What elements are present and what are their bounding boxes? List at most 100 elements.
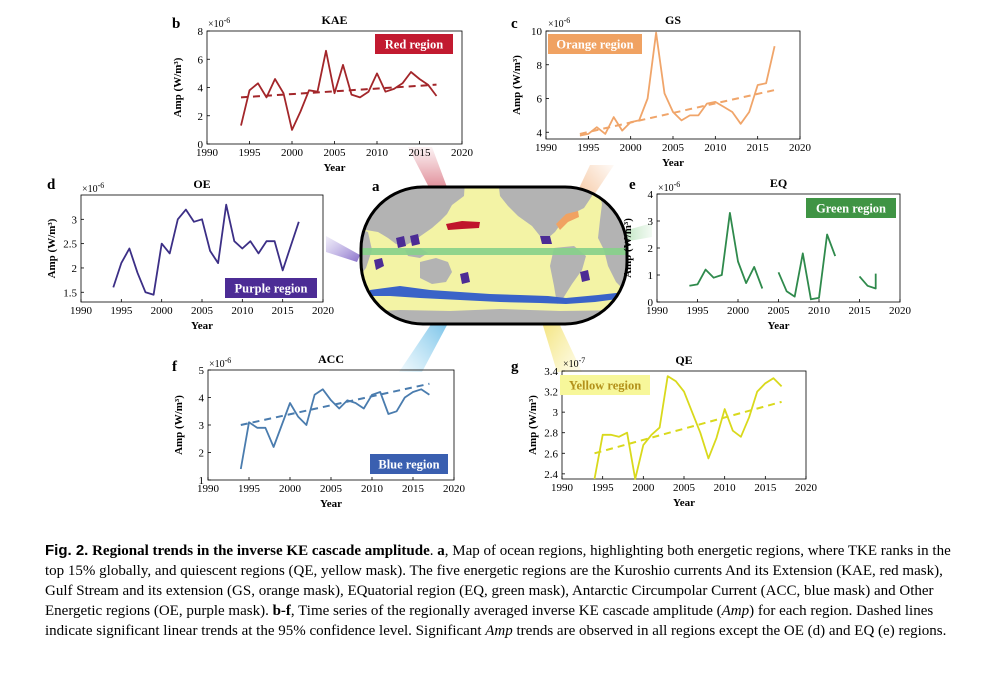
chart-b-exponent-power: -6 [224, 16, 231, 25]
map-frame [359, 185, 629, 326]
chart-e-ytick-label: 2 [648, 243, 654, 255]
chart-e-xtick-label: 1995 [687, 305, 710, 317]
chart-g-xtick-label: 1990 [551, 482, 574, 494]
chart-e-xtick-label: 2020 [889, 305, 912, 317]
caption-a-label: a [437, 543, 445, 559]
chart-f-ytick-label: 3 [199, 420, 205, 432]
chart-d-xlabel: Year [191, 320, 213, 332]
chart-d-ytick-label: 3 [72, 214, 78, 226]
chart-c-ytick-label: 8 [537, 60, 543, 72]
chart-b-ytick-label: 8 [198, 26, 204, 38]
chart-c-ytick-label: 6 [537, 94, 543, 106]
chart-c-xtick-label: 2010 [704, 142, 727, 154]
chart-e-badge-bg [806, 198, 896, 218]
chart-f-badge-bg [370, 454, 448, 474]
chart-f-ytick-label: 1 [199, 475, 205, 487]
chart-f-xtick-label: 2015 [402, 483, 425, 495]
chart-f-ytick-label: 2 [199, 448, 205, 460]
map-land-australia [420, 258, 452, 284]
chart-c-panel: 1990 1995 2000 2005 2010 2015 2020 4 6 8 10 c GS ×10-… [511, 13, 812, 169]
map-region-oe-4 [460, 272, 470, 284]
chart-c-trend-line [579, 89, 775, 135]
chart-e-exponent-power: -6 [674, 180, 681, 189]
ocean-regions-map: a [359, 179, 629, 326]
chart-f-xtick-label: 1995 [238, 483, 261, 495]
chart-b-exponent: ×10-6 [208, 16, 230, 30]
chart-e-panel-letter: e [629, 177, 636, 193]
chart-c-title: GS [665, 13, 681, 27]
map-panel-letter: a [372, 179, 380, 195]
chart-e-ytick-label: 0 [648, 297, 654, 309]
chart-f-xtick-label: 1990 [197, 483, 220, 495]
map-region-acc [370, 286, 625, 304]
chart-b-title: KAE [321, 13, 347, 27]
chart-f-xtick-label: 2005 [320, 483, 343, 495]
chart-c-ytick-label: 4 [537, 127, 543, 139]
caption-a-text: , Map of ocean regions, highlighting bot… [45, 543, 951, 619]
figure-caption: Fig. 2. Regional trends in the inverse K… [45, 542, 951, 639]
chart-d-xtick-label: 1990 [70, 305, 93, 317]
chart-g-title: QE [675, 353, 692, 367]
chart-c-xtick-label: 2015 [747, 142, 770, 154]
chart-c-xtick-label: 2020 [789, 142, 812, 154]
chart-d-xtick-label: 2010 [231, 305, 254, 317]
chart-g-xtick-label: 2015 [754, 482, 777, 494]
chart-b-ytick-label: 4 [198, 83, 204, 95]
chart-d-ytick-label: 2 [72, 263, 78, 275]
chart-g-ytick-label: 2.4 [544, 469, 558, 481]
caption-bf-text1: , Time series of the regionally averaged… [290, 603, 722, 619]
map-region-oe-3 [410, 234, 420, 246]
chart-c-series-line [579, 31, 776, 137]
chart-d-xtick-label: 2005 [191, 305, 214, 317]
chart-f-xtick-label: 2000 [279, 483, 302, 495]
caption-bf-text3: trends are observed in all regions excep… [516, 623, 947, 639]
chart-d-xtick-label: 2015 [272, 305, 295, 317]
chart-b-ylabel: Amp (W/m³) [172, 57, 184, 117]
caption-amp: Amp [721, 603, 750, 619]
chart-c-badge-label: Orange region [556, 38, 633, 52]
chart-b-ytick-label: 2 [198, 111, 204, 123]
chart-g-xlabel: Year [673, 497, 695, 509]
chart-e-panel: 1990 1995 2000 2005 2010 2015 2020 0 1 2 3 4e EQ ×10-… [622, 176, 912, 332]
chart-g-panel-letter: g [511, 359, 519, 375]
map-region-oe-2 [374, 258, 384, 270]
map-region-oe-5 [540, 236, 552, 244]
chart-g-panel: 1990 1995 2000 2005 2010 2015 2020 2.4 2.6 2.8 3 3.… [511, 353, 818, 509]
caption-title: Regional trends in the inverse KE cascad… [92, 543, 430, 559]
chart-b-xtick-label: 2015 [409, 147, 432, 159]
chart-d-series-line [112, 203, 300, 296]
figure: a [46, 13, 912, 510]
map-region-oe-6 [580, 270, 590, 282]
chart-g-ytick-label: 3.4 [544, 366, 558, 378]
chart-g-badge-bg [560, 375, 650, 395]
chart-c-xtick-label: 2000 [620, 142, 643, 154]
chart-e-xtick-label: 1990 [646, 305, 669, 317]
chart-g-xtick-label: 2005 [673, 482, 696, 494]
chart-b-ytick-label: 6 [198, 54, 204, 66]
chart-e-xtick-label: 2000 [727, 305, 750, 317]
chart-f-badge-label: Blue region [378, 458, 439, 472]
chart-e-series-line [777, 233, 837, 301]
chart-f-xlabel: Year [320, 498, 342, 510]
chart-b-ytick-label: 0 [198, 139, 204, 151]
map-land-antarctica [361, 309, 627, 324]
chart-f-ytick-label: 5 [199, 365, 205, 377]
chart-g-xtick-label: 1995 [592, 482, 615, 494]
chart-c-ytick-label: 10 [531, 26, 543, 38]
chart-f-xtick-label: 2020 [443, 483, 466, 495]
map-region-oe-1 [396, 236, 406, 248]
chart-c-xlabel: Year [662, 157, 684, 169]
chart-g-ytick-label: 3 [553, 407, 559, 419]
chart-f-title: ACC [318, 352, 344, 366]
chart-b-trend-line [240, 83, 437, 99]
chart-b-panel: 1990 1995 2000 2005 2010 2015 2020 0 2 4 6 8 b KAE ×10… [172, 13, 474, 174]
chart-f-exponent: ×10-6 [209, 356, 231, 370]
chart-b-xtick-label: 2000 [281, 147, 304, 159]
chart-b-xtick-label: 1995 [239, 147, 262, 159]
map-land-north-america [498, 187, 592, 238]
chart-e-ytick-label: 1 [648, 270, 654, 282]
chart-e-badge-label: Green region [816, 202, 886, 216]
chart-b-xtick-label: 2005 [324, 147, 347, 159]
chart-c-xtick-label: 1995 [577, 142, 600, 154]
